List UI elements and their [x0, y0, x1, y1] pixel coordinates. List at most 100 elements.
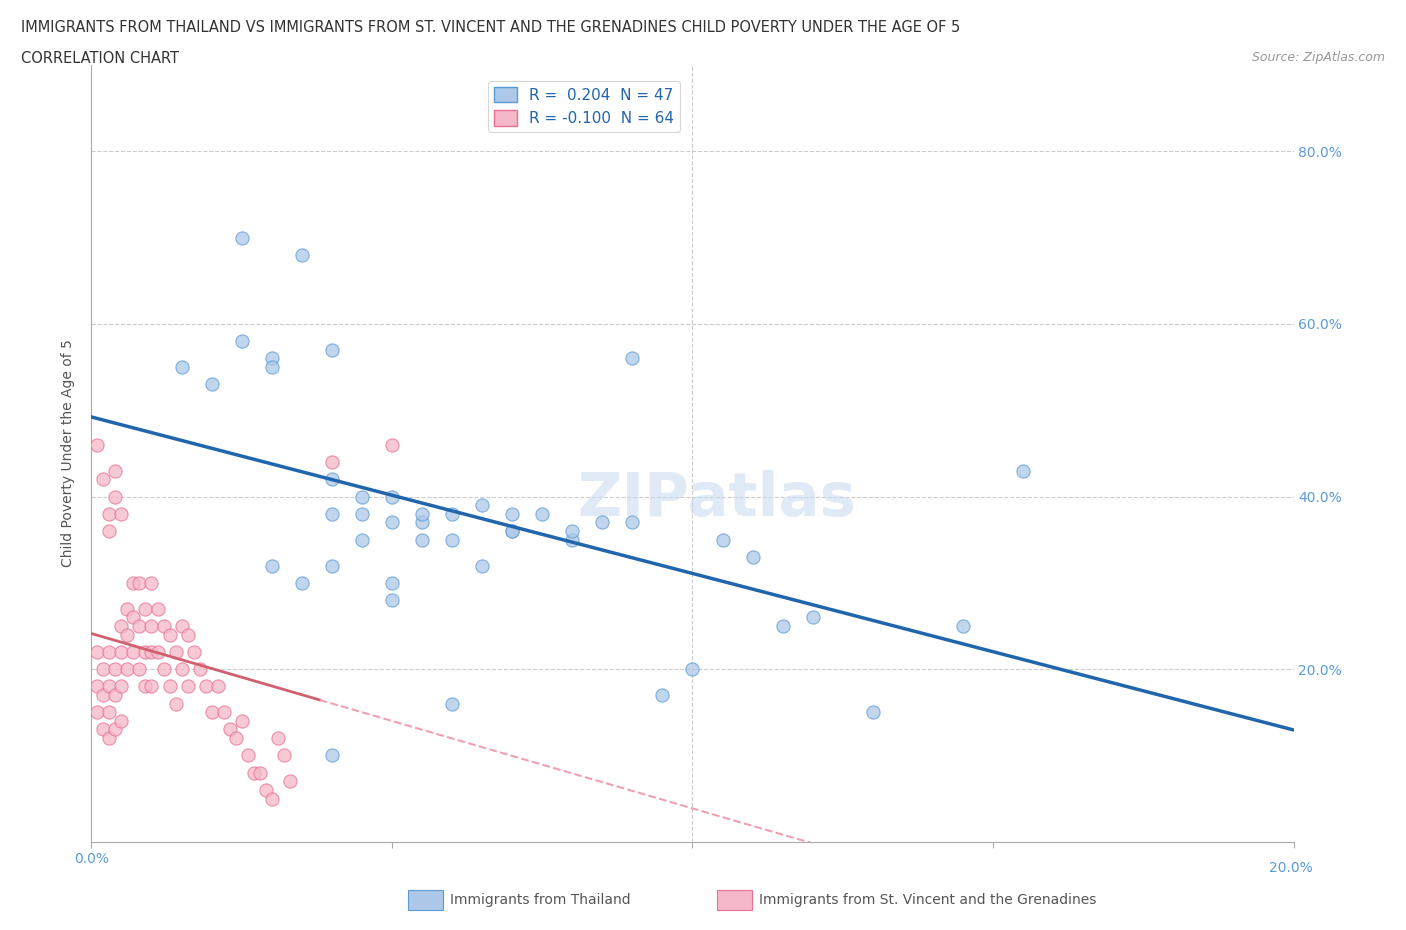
Point: [231, 231, 253, 246]
Point: [381, 576, 404, 591]
Point: [273, 748, 295, 763]
Point: [242, 765, 264, 780]
Point: [98, 731, 121, 746]
Point: [128, 661, 150, 676]
Point: [159, 679, 181, 694]
Point: [1012, 463, 1035, 478]
Point: [93, 661, 115, 676]
Point: [194, 679, 217, 694]
Point: [134, 602, 156, 617]
Point: [561, 532, 583, 547]
Point: [531, 506, 554, 521]
Point: [231, 334, 253, 349]
Point: [741, 550, 763, 565]
Point: [110, 644, 132, 659]
Point: [249, 765, 271, 780]
Point: [291, 576, 314, 591]
Point: [152, 618, 174, 633]
Point: [411, 532, 433, 547]
Point: [471, 558, 494, 573]
Point: [321, 748, 343, 763]
Point: [260, 360, 283, 375]
Point: [260, 558, 283, 573]
Point: [141, 644, 163, 659]
Point: [350, 489, 373, 504]
Point: [104, 722, 127, 737]
Point: [86, 437, 108, 452]
Point: [98, 524, 121, 538]
Point: [350, 532, 373, 547]
Point: [381, 489, 404, 504]
Point: [183, 644, 205, 659]
Point: [104, 687, 127, 702]
Point: [170, 661, 193, 676]
Point: [110, 618, 132, 633]
Point: [159, 627, 181, 642]
Point: [170, 360, 193, 375]
Point: [278, 774, 301, 789]
Text: 20.0%: 20.0%: [1268, 860, 1313, 875]
Point: [146, 644, 169, 659]
Point: [381, 592, 404, 607]
Point: [93, 472, 115, 486]
Point: [86, 705, 108, 720]
Point: [561, 524, 583, 538]
Point: [440, 506, 463, 521]
Point: [122, 644, 145, 659]
Point: [471, 498, 494, 512]
Point: [350, 506, 373, 521]
Point: [207, 679, 229, 694]
Point: [128, 576, 150, 591]
Point: [711, 532, 734, 547]
Text: Immigrants from St. Vincent and the Grenadines: Immigrants from St. Vincent and the Gren…: [759, 893, 1097, 908]
Point: [381, 437, 404, 452]
Point: [231, 713, 253, 728]
Point: [141, 576, 163, 591]
Point: [225, 731, 247, 746]
Point: [122, 610, 145, 625]
Point: [772, 618, 794, 633]
Point: [501, 524, 523, 538]
Point: [267, 731, 290, 746]
Point: [117, 602, 139, 617]
Point: [104, 661, 127, 676]
Point: [98, 705, 121, 720]
Point: [165, 644, 187, 659]
Text: ZIPatlas: ZIPatlas: [576, 471, 856, 529]
Point: [86, 679, 108, 694]
Point: [321, 558, 343, 573]
Point: [86, 644, 108, 659]
Point: [440, 697, 463, 711]
Point: [260, 351, 283, 365]
Point: [651, 687, 673, 702]
Point: [170, 618, 193, 633]
Point: [236, 748, 259, 763]
Point: [176, 679, 198, 694]
Point: [801, 610, 824, 625]
Point: [411, 506, 433, 521]
Point: [110, 679, 132, 694]
Point: [218, 722, 240, 737]
Point: [98, 644, 121, 659]
Point: [134, 679, 156, 694]
Point: [501, 506, 523, 521]
Point: [134, 644, 156, 659]
Point: [621, 351, 644, 365]
Point: [152, 661, 174, 676]
Point: [93, 722, 115, 737]
Point: [141, 679, 163, 694]
Point: [440, 532, 463, 547]
Point: [165, 697, 187, 711]
Point: [128, 618, 150, 633]
Point: [321, 455, 343, 470]
Point: [621, 515, 644, 530]
Point: [321, 506, 343, 521]
Point: [146, 602, 169, 617]
Text: CORRELATION CHART: CORRELATION CHART: [21, 51, 179, 66]
Text: Source: ZipAtlas.com: Source: ZipAtlas.com: [1251, 51, 1385, 64]
Y-axis label: Child Poverty Under the Age of 5: Child Poverty Under the Age of 5: [62, 339, 76, 567]
Point: [110, 713, 132, 728]
Point: [260, 791, 283, 806]
Text: Immigrants from Thailand: Immigrants from Thailand: [450, 893, 630, 908]
Point: [501, 524, 523, 538]
